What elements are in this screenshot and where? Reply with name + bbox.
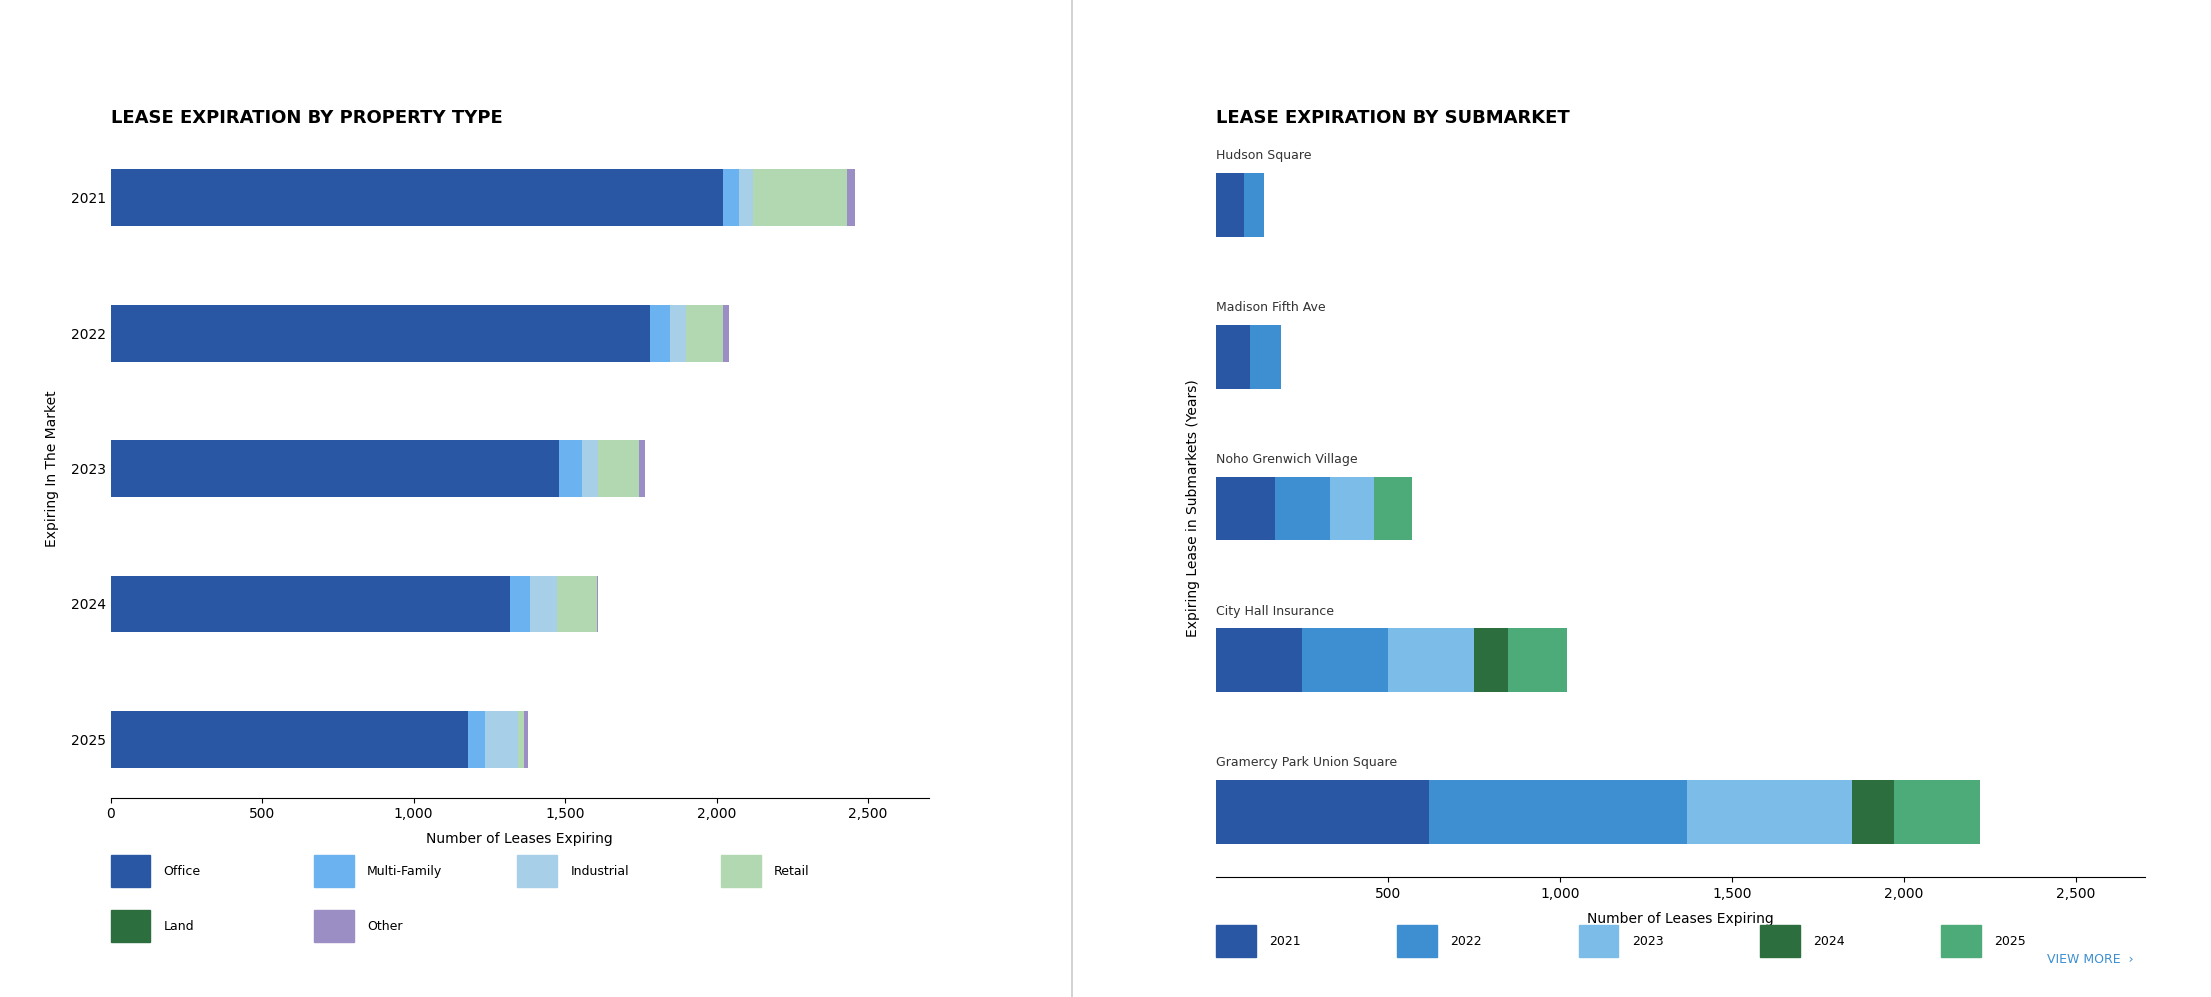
Text: LEASE EXPIRATION BY PROPERTY TYPE: LEASE EXPIRATION BY PROPERTY TYPE xyxy=(111,109,502,127)
Text: 2024: 2024 xyxy=(1813,934,1844,948)
Bar xyxy=(1475,628,1508,692)
Bar xyxy=(517,711,524,768)
Bar xyxy=(1302,628,1389,692)
Bar xyxy=(1216,780,1428,843)
Text: City Hall Insurance: City Hall Insurance xyxy=(1216,605,1333,618)
Bar xyxy=(650,305,670,362)
Bar xyxy=(1389,628,1475,692)
Bar xyxy=(1216,325,1251,389)
Bar xyxy=(1893,780,1979,843)
Bar xyxy=(111,711,469,768)
Bar xyxy=(1251,325,1282,389)
Text: 2022: 2022 xyxy=(1450,934,1481,948)
Y-axis label: Expiring Lease in Submarkets (Years): Expiring Lease in Submarkets (Years) xyxy=(1185,380,1201,637)
Bar xyxy=(1428,780,1687,843)
Y-axis label: Expiring In The Market: Expiring In The Market xyxy=(46,390,60,547)
Text: VIEW MORE  ›: VIEW MORE › xyxy=(2047,952,2134,966)
Bar xyxy=(111,169,723,226)
Bar xyxy=(738,169,754,226)
Text: Land: Land xyxy=(164,919,195,933)
Text: Multi-Family: Multi-Family xyxy=(367,864,442,878)
Bar xyxy=(1329,477,1375,540)
Bar xyxy=(469,711,484,768)
Bar xyxy=(1243,173,1265,237)
Bar xyxy=(557,575,597,632)
Bar xyxy=(685,305,723,362)
Bar xyxy=(1216,477,1274,540)
Text: 2023: 2023 xyxy=(1632,934,1663,948)
Text: Office: Office xyxy=(164,864,201,878)
Text: 2021: 2021 xyxy=(1269,934,1300,948)
X-axis label: Number of Leases Expiring: Number of Leases Expiring xyxy=(1587,912,1773,926)
Text: Hudson Square: Hudson Square xyxy=(1216,150,1311,163)
Bar xyxy=(670,305,685,362)
Bar xyxy=(1216,173,1243,237)
Bar xyxy=(111,440,559,498)
Bar xyxy=(599,440,639,498)
Bar xyxy=(524,711,528,768)
Bar xyxy=(559,440,581,498)
Bar xyxy=(531,575,557,632)
Bar xyxy=(1274,477,1329,540)
Bar xyxy=(723,169,738,226)
Bar xyxy=(511,575,531,632)
Text: Other: Other xyxy=(367,919,402,933)
Text: 2025: 2025 xyxy=(1994,934,2025,948)
X-axis label: Number of Leases Expiring: Number of Leases Expiring xyxy=(427,832,612,846)
Bar xyxy=(1216,628,1302,692)
Bar xyxy=(1853,780,1893,843)
Text: LEASE EXPIRATION BY SUBMARKET: LEASE EXPIRATION BY SUBMARKET xyxy=(1216,109,1570,127)
Text: Gramercy Park Union Square: Gramercy Park Union Square xyxy=(1216,757,1397,770)
Bar xyxy=(1508,628,1568,692)
Bar xyxy=(1687,780,1853,843)
Bar xyxy=(111,575,511,632)
Bar xyxy=(723,305,730,362)
Bar xyxy=(1375,477,1413,540)
Text: Madison Fifth Ave: Madison Fifth Ave xyxy=(1216,301,1327,314)
Bar xyxy=(754,169,847,226)
Text: Noho Grenwich Village: Noho Grenwich Village xyxy=(1216,453,1358,466)
Bar xyxy=(111,305,650,362)
Bar xyxy=(847,169,856,226)
Text: Retail: Retail xyxy=(774,864,809,878)
Bar xyxy=(639,440,646,498)
Text: Industrial: Industrial xyxy=(570,864,630,878)
Bar xyxy=(484,711,517,768)
Bar xyxy=(581,440,599,498)
